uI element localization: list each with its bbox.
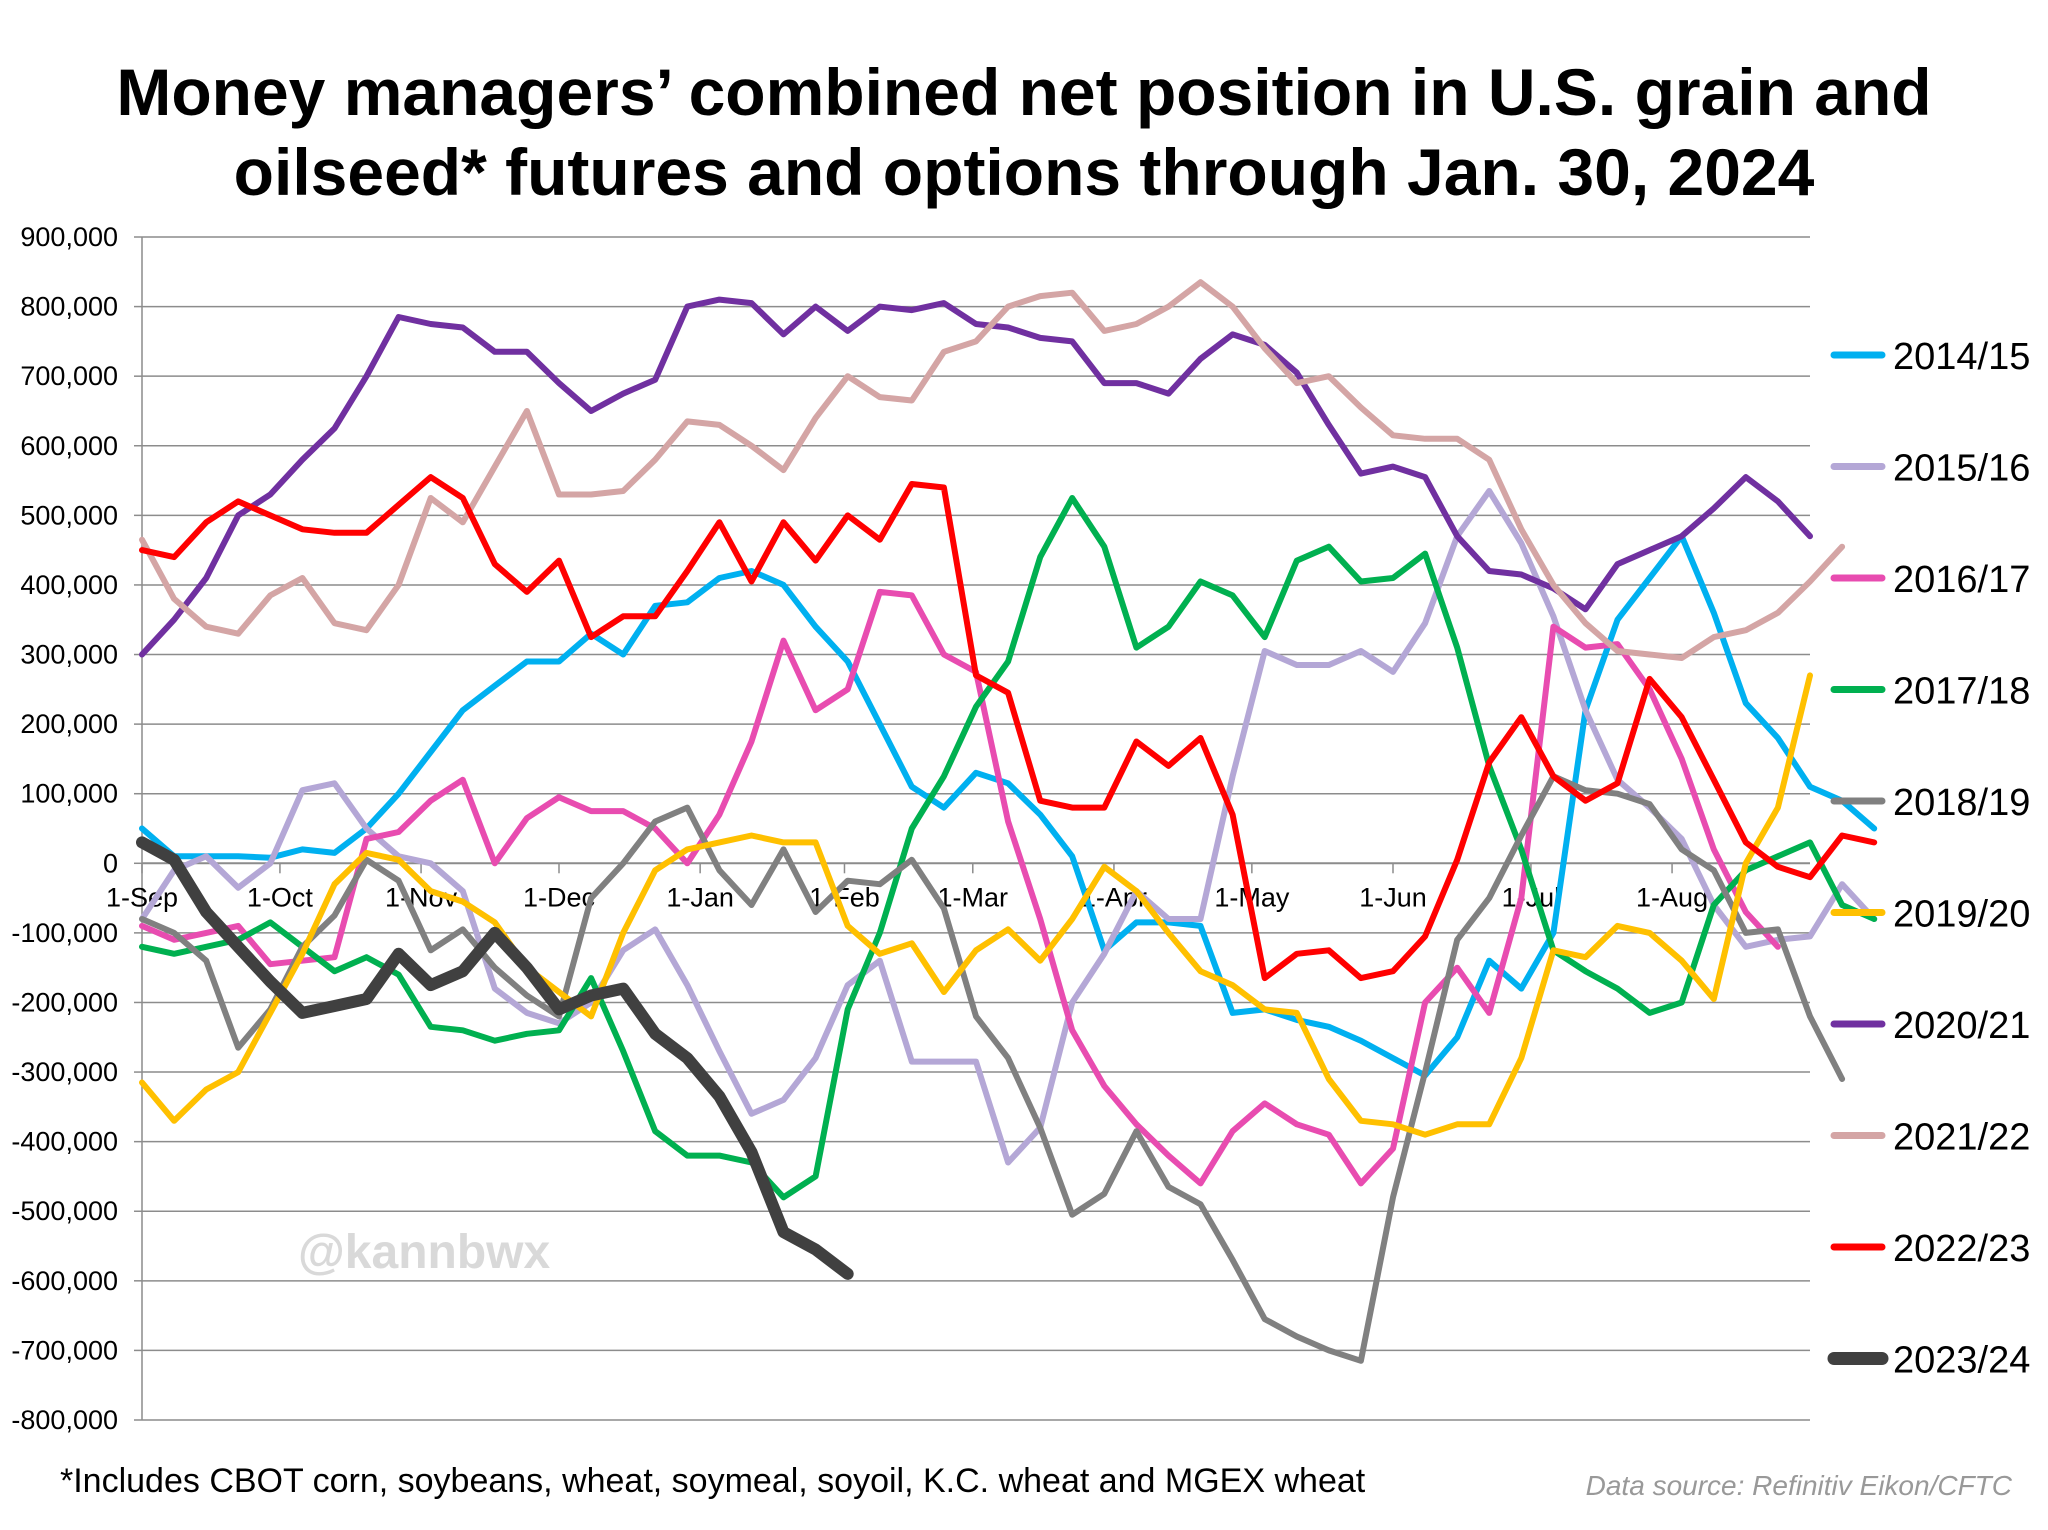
series-line-2019-20 — [139, 672, 1813, 1138]
legend-label: 2015/16 — [1893, 448, 2030, 490]
gridlines — [142, 236, 1810, 1421]
legend-label: 2017/18 — [1893, 671, 2030, 713]
x-tick-label: 1-Aug — [1636, 882, 1708, 912]
y-tick-label: -500,000 — [11, 1196, 118, 1226]
data-source: Data source: Refinitiv Eikon/CFTC — [1585, 1470, 2012, 1501]
y-tick-label: 200,000 — [20, 709, 118, 739]
y-tick-label: 700,000 — [20, 361, 118, 391]
x-tick-label: 1-Sep — [106, 882, 178, 912]
series-lines — [136, 279, 1878, 1364]
series-line-2014-15 — [139, 533, 1878, 1079]
series-line-2017-18 — [139, 495, 1878, 1201]
legend: 2014/15 2015/16 2016/17 2017/18 2018/19 2019/… — [1827, 336, 2030, 1382]
legend-label: 2021/22 — [1893, 1117, 2030, 1159]
x-tick-label: 1-Oct — [247, 882, 314, 912]
chart-title: Money managers’ combined net position in… — [0, 52, 2048, 212]
y-tick-label: 800,000 — [20, 292, 118, 322]
x-tick-label: 1-Dec — [523, 882, 595, 912]
legend-label: 2019/20 — [1893, 894, 2030, 936]
y-tick-label: 100,000 — [20, 779, 118, 809]
legend-label: 2014/15 — [1893, 336, 2030, 378]
y-tick-label: 300,000 — [20, 640, 118, 670]
y-tick-label: 600,000 — [20, 431, 118, 461]
chart-title-line-1: Money managers’ combined net position in… — [116, 55, 1932, 129]
legend-label: 2023/24 — [1893, 1340, 2030, 1382]
x-tick-label: 1-Mar — [938, 882, 1009, 912]
chart-title-line-2: oilseed* futures and options through Jan… — [233, 135, 1815, 209]
y-tick-label: -700,000 — [11, 1335, 118, 1365]
legend-label: 2022/23 — [1893, 1228, 2030, 1270]
series-line-2021-22 — [139, 279, 1846, 661]
y-tick-label: 500,000 — [20, 500, 118, 530]
watermark: @kannbwx — [298, 1226, 551, 1279]
series-line-2022-23 — [139, 474, 1878, 982]
series-line-2020-21 — [139, 296, 1813, 658]
y-tick-label: -600,000 — [11, 1266, 118, 1296]
y-tick-label: -300,000 — [11, 1057, 118, 1087]
y-tick-label: 0 — [103, 848, 118, 878]
y-tick-label: 900,000 — [20, 222, 118, 252]
x-tick-label: 1-Jun — [1359, 882, 1427, 912]
axes: 900,000 800,000 700,000 600,000 500,000 400,0… — [11, 222, 1810, 1435]
legend-label: 2018/19 — [1893, 782, 2030, 824]
y-tick-label: -800,000 — [11, 1405, 118, 1435]
series-line-2016-17 — [139, 588, 1781, 1187]
legend-label: 2020/21 — [1893, 1005, 2030, 1047]
legend-label: 2016/17 — [1893, 559, 2030, 601]
y-tick-label: 400,000 — [20, 570, 118, 600]
series-line-2015-16 — [139, 488, 1878, 1166]
y-tick-label: -100,000 — [11, 918, 118, 948]
series-line-2023-24 — [136, 836, 854, 1280]
x-tick-label: 1-Jan — [666, 882, 734, 912]
y-tick-label: -200,000 — [11, 987, 118, 1017]
footnote: *Includes CBOT corn, soybeans, wheat, so… — [60, 1462, 1366, 1500]
y-tick-label: -400,000 — [11, 1127, 118, 1157]
